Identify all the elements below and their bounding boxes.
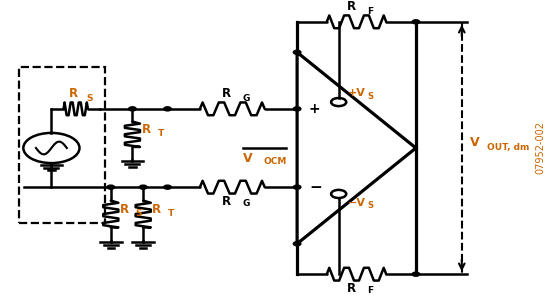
Text: F: F	[367, 7, 373, 16]
Bar	[19, 67, 105, 223]
Text: OUT, dm: OUT, dm	[487, 144, 530, 152]
Text: S: S	[136, 209, 142, 218]
Text: R: R	[347, 282, 355, 295]
Circle shape	[293, 185, 301, 189]
Text: F: F	[367, 286, 373, 295]
Text: V: V	[243, 152, 253, 165]
Text: 07952-002: 07952-002	[535, 121, 545, 175]
Text: G: G	[242, 199, 250, 208]
Text: −: −	[309, 180, 322, 195]
Circle shape	[164, 185, 171, 189]
Circle shape	[107, 185, 115, 189]
Text: V: V	[470, 136, 479, 149]
Text: R: R	[223, 86, 231, 99]
Text: T: T	[158, 129, 165, 138]
Text: S: S	[86, 94, 93, 103]
Text: −V: −V	[348, 198, 366, 208]
Circle shape	[293, 50, 301, 54]
Text: R: R	[152, 203, 161, 216]
Circle shape	[293, 242, 301, 246]
Text: G: G	[242, 94, 250, 103]
Text: +V: +V	[348, 88, 366, 98]
Circle shape	[412, 20, 420, 24]
Text: R: R	[68, 86, 78, 99]
Text: S: S	[368, 92, 373, 101]
Text: +: +	[309, 102, 321, 116]
Circle shape	[412, 272, 420, 276]
Circle shape	[139, 185, 147, 189]
Text: R: R	[347, 0, 355, 12]
Text: R: R	[120, 203, 128, 216]
Circle shape	[293, 107, 301, 111]
Circle shape	[128, 107, 136, 111]
Text: T: T	[168, 209, 174, 218]
Circle shape	[164, 107, 171, 111]
Text: S: S	[368, 201, 373, 210]
Text: OCM: OCM	[263, 157, 287, 166]
Text: R: R	[142, 123, 152, 136]
Text: R: R	[223, 195, 231, 208]
